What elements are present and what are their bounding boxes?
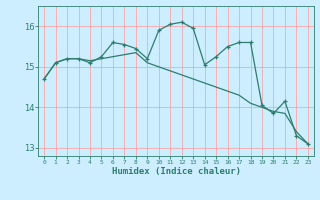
X-axis label: Humidex (Indice chaleur): Humidex (Indice chaleur) [111,167,241,176]
